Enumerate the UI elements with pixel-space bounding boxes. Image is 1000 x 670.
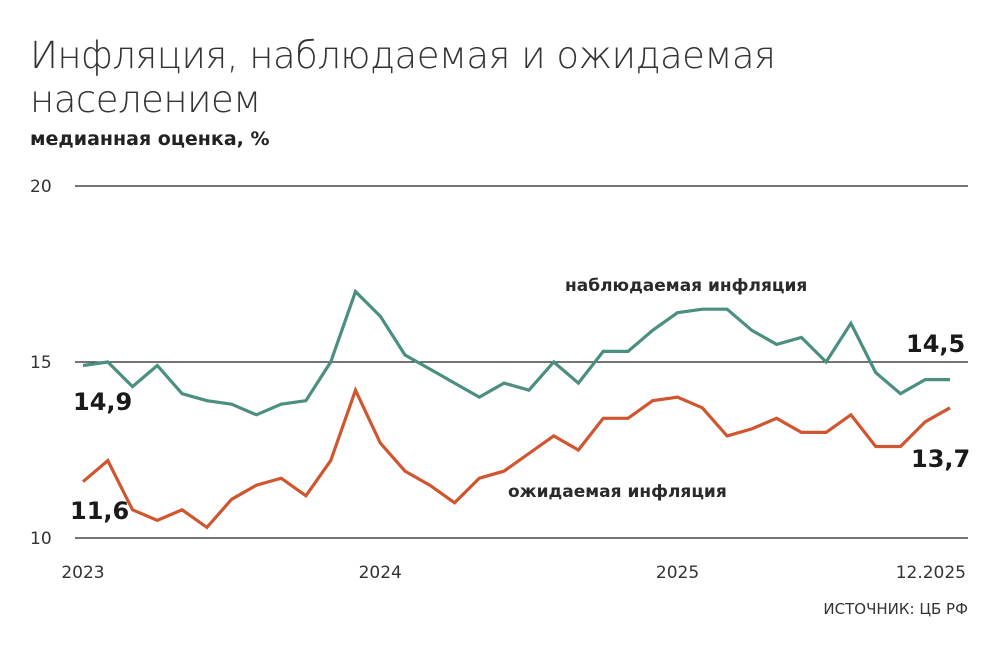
series-label-observed: наблюдаемая инфляция	[565, 276, 807, 296]
chart-title: Инфляция, наблюдаемая и ожидаемая населе…	[30, 34, 776, 121]
series-label-expected: ожидаемая инфляция	[508, 482, 727, 502]
x-tick-label: 2024	[359, 563, 402, 583]
x-tick-label: 2023	[61, 563, 104, 583]
value-label-observed-last: 14,5	[906, 330, 965, 358]
series-line-expected	[81, 385, 951, 530]
value-label-observed-first: 14,9	[73, 388, 132, 416]
x-tick-label: 2025	[656, 563, 699, 583]
y-tick-label: 10	[30, 529, 52, 549]
series-line-observed	[82, 288, 950, 417]
y-tick-label: 20	[30, 177, 52, 197]
source-note: ИСТОЧНИК: ЦБ РФ	[823, 600, 968, 618]
y-tick-label: 15	[30, 353, 52, 373]
chart-subtitle: медианная оценка, %	[30, 128, 270, 150]
value-label-expected-first: 11,6	[70, 497, 129, 525]
x-tick-label: 12.2025	[896, 563, 966, 583]
value-label-expected-last: 13,7	[911, 445, 970, 473]
